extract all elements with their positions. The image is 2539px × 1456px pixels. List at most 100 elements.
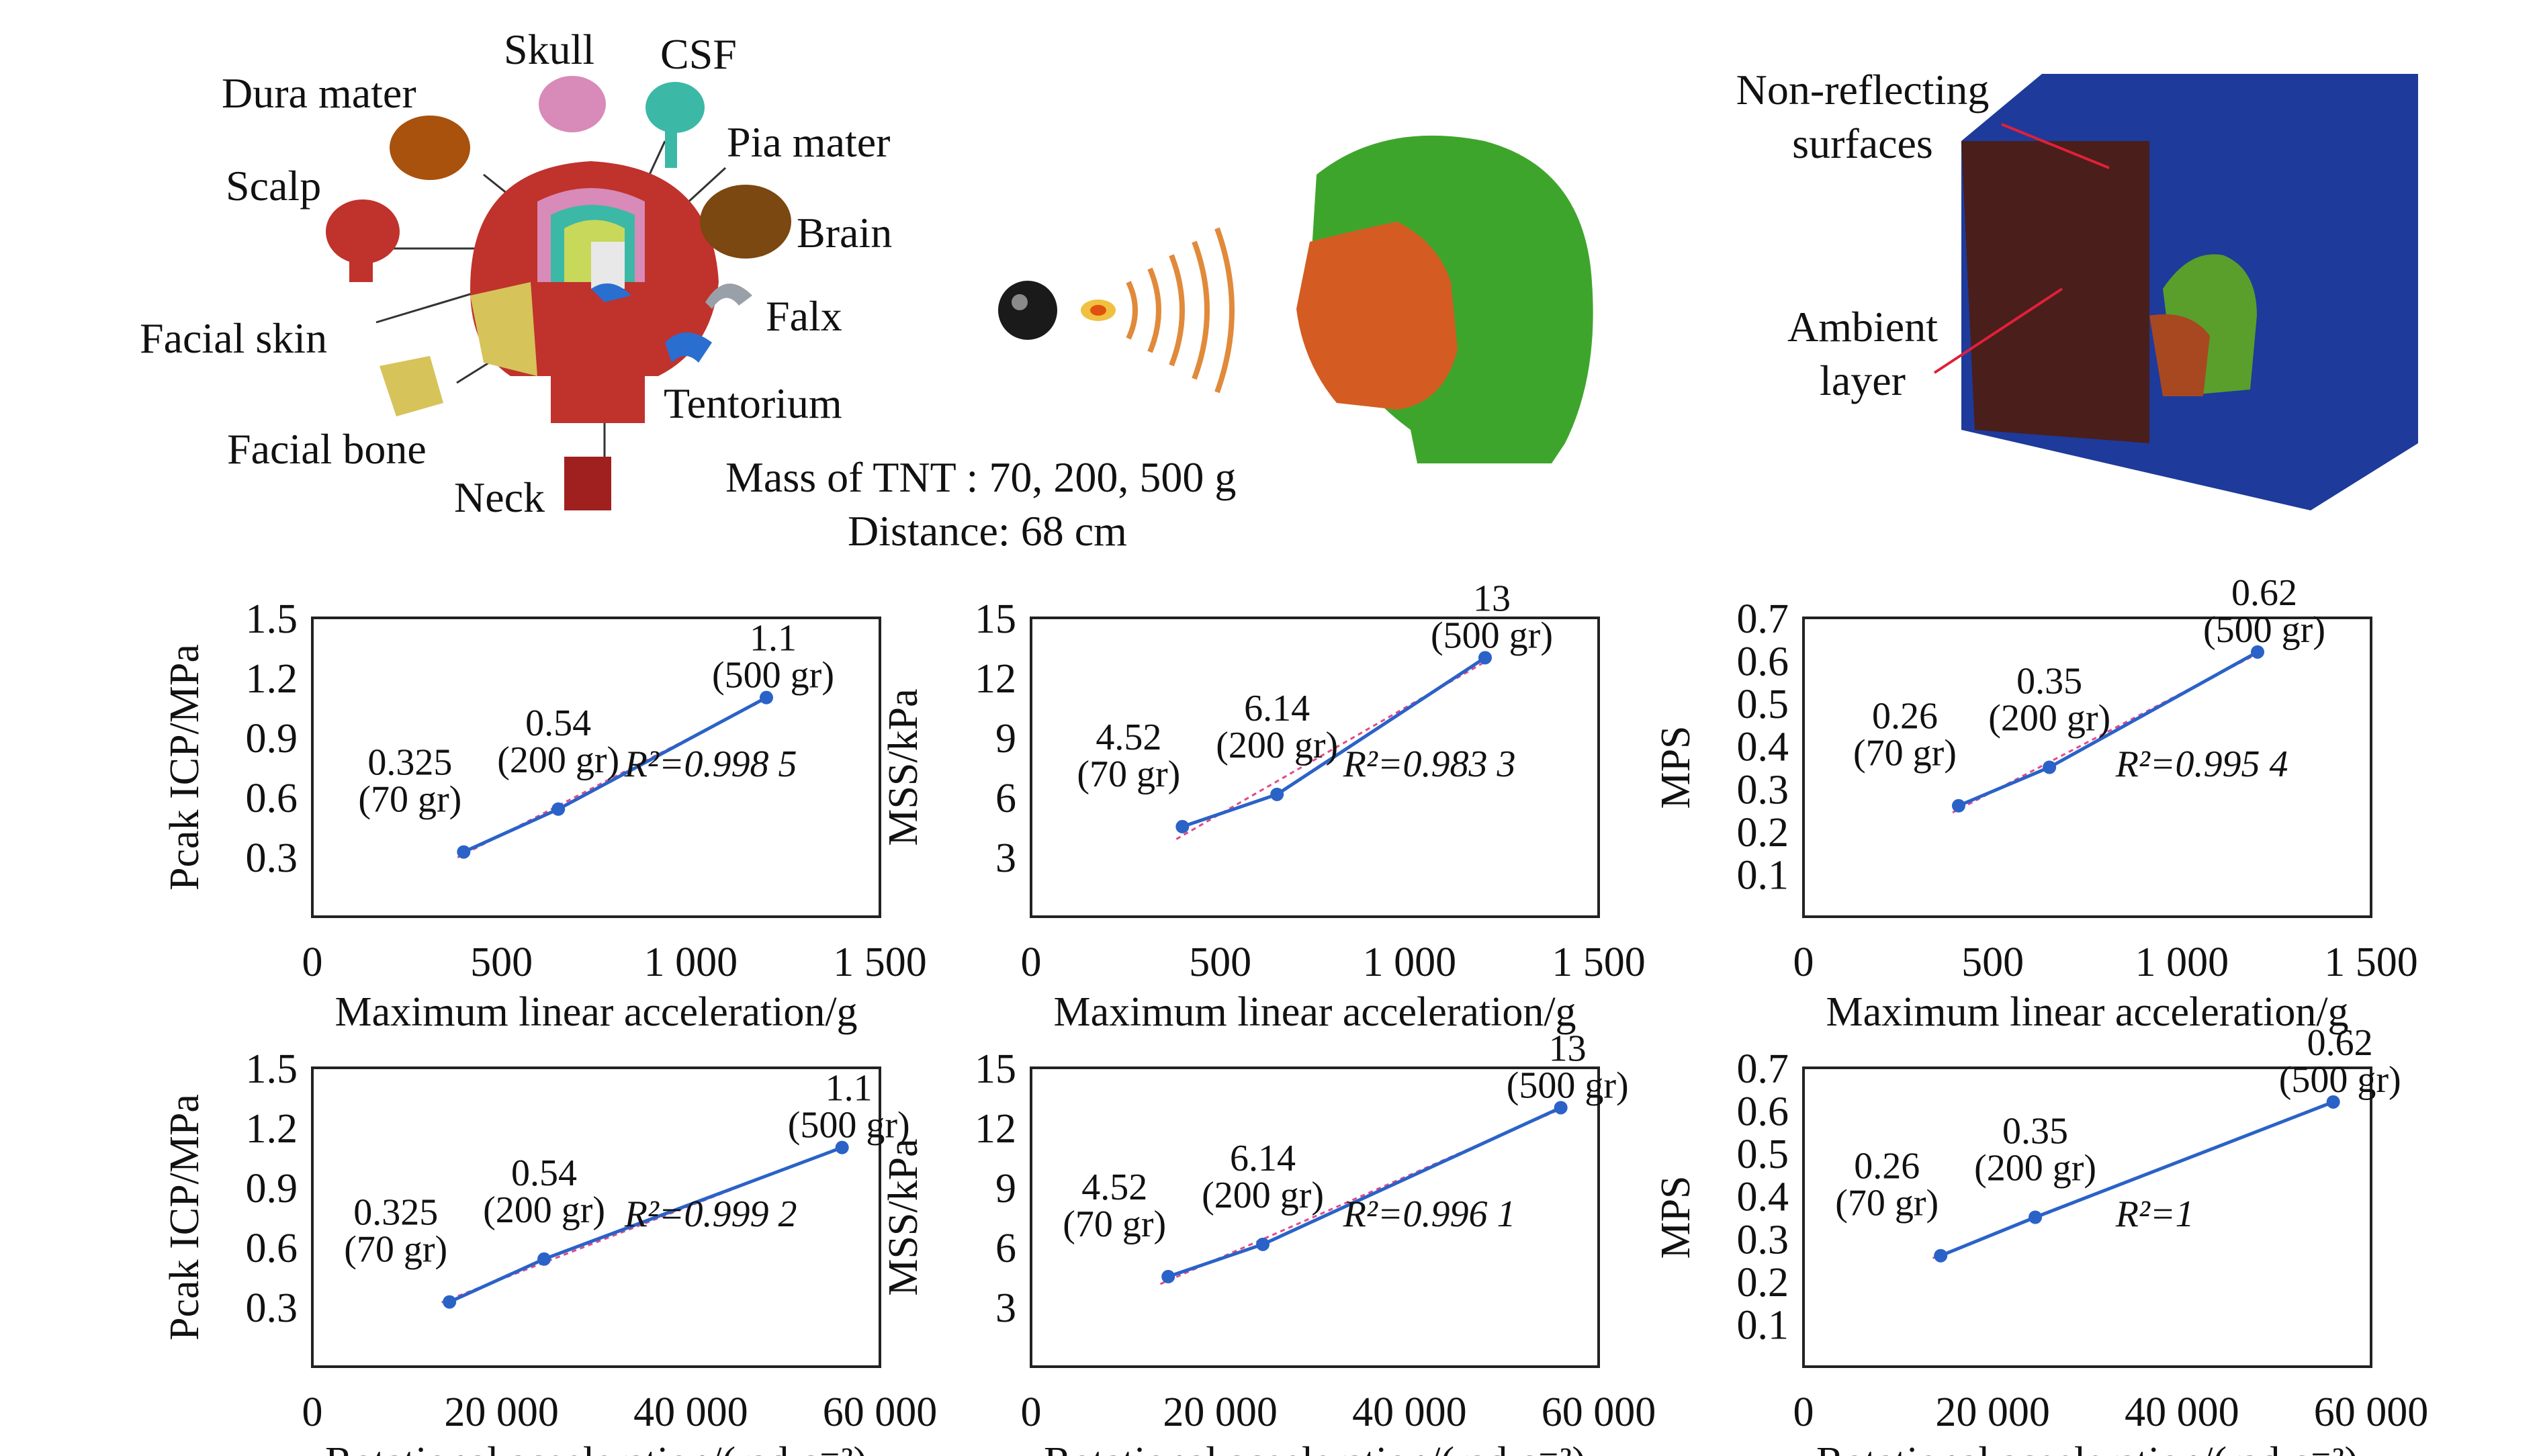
point-value-label: 6.14 <box>1230 1138 1296 1179</box>
y-axis-label: Pcak ICP/MPa <box>162 644 208 891</box>
y-tick-label: 0.1 <box>1737 1302 1789 1348</box>
y-axis-label: MPS <box>1653 725 1699 809</box>
data-point <box>443 1295 457 1309</box>
point-mass-label: (500 gr) <box>2203 609 2325 651</box>
y-tick-label: 0.6 <box>1737 639 1789 685</box>
point-mass-label: (200 gr) <box>1988 698 2110 739</box>
y-tick-label: 0.3 <box>1737 767 1789 813</box>
tentorium-thumbnail <box>665 332 712 363</box>
plot-frame <box>311 617 881 918</box>
pointer-non-reflecting <box>2001 123 2110 169</box>
point-value-label: 0.26 <box>1854 1146 1920 1187</box>
y-tick-label: 1.2 <box>246 656 298 702</box>
y-tick-label: 0.1 <box>1737 852 1789 898</box>
point-mass-label: (70 gr) <box>1063 1203 1166 1245</box>
y-tick-label: 0.4 <box>1737 1175 1789 1220</box>
x-tick-label: 500 <box>1189 940 1251 985</box>
point-mass-label: (70 gr) <box>358 779 461 821</box>
point-value-label: 0.26 <box>1872 696 1938 737</box>
point-value-label: 0.54 <box>525 702 591 744</box>
x-tick-label: 60 000 <box>2314 1390 2429 1435</box>
data-point <box>2326 1095 2340 1109</box>
x-tick-label: 40 000 <box>2125 1390 2239 1435</box>
point-mass-label: (500 gr) <box>1431 615 1553 656</box>
point-mass-label: (70 gr) <box>1853 733 1957 774</box>
label-tentorium: Tentorium <box>664 379 842 427</box>
y-tick-label: 0.6 <box>1737 1089 1789 1135</box>
x-axis-label: Maximum linear acceleration/g <box>335 989 857 1035</box>
y-axis-label: Pcak ICP/MPa <box>162 1094 208 1340</box>
x-tick-label: 20 000 <box>444 1390 559 1435</box>
y-tick-label: 9 <box>995 716 1016 762</box>
trendline <box>1175 661 1486 840</box>
r-squared-label: R²=0.995 4 <box>2115 743 2288 785</box>
x-axis-label: Rotational aceeleration/(rad·s⁻²) <box>325 1439 867 1456</box>
point-value-label: 1.1 <box>750 618 797 659</box>
chart-5: 3 6 9 12 15 0 20 000 40 000 60 000 Rotational ace… <box>881 1028 1656 1456</box>
x-tick-label: 0 <box>1793 1390 1814 1435</box>
skull-thumbnail <box>539 76 606 132</box>
head-neck-base <box>551 376 645 423</box>
point-mass-label: (70 gr) <box>1077 754 1180 795</box>
tnt-charge-highlight <box>1012 294 1028 310</box>
y-tick-label: 0.5 <box>1737 682 1789 727</box>
x-tick-label: 0 <box>302 1390 323 1435</box>
point-value-label: 4.52 <box>1096 717 1161 758</box>
head-facial-bone <box>470 282 537 376</box>
scalp-thumbnail-neck <box>349 255 373 282</box>
point-value-label: 13 <box>1549 1028 1587 1069</box>
x-tick-label: 0 <box>1021 940 1042 985</box>
data-point <box>2251 645 2264 659</box>
blast-head-face <box>1296 222 1458 410</box>
point-mass-label: (200 gr) <box>1974 1148 2096 1189</box>
x-tick-label: 500 <box>1961 940 2024 985</box>
chart-4: 0.3 0.6 0.9 1.2 1.5 0 20 000 40 000 60 000 Rotati… <box>162 1046 937 1456</box>
label-dura-mater: Dura mater <box>222 69 416 117</box>
plot-frame <box>1802 1066 2372 1368</box>
head-tentorium <box>591 283 631 302</box>
y-tick-label: 12 <box>975 1106 1016 1152</box>
label-falx: Falx <box>766 292 842 340</box>
chart-3: 0.10.20.30.40.50.60.7 0 500 1 000 1 500Maxim… <box>1653 572 2418 1035</box>
x-axis-label: Maximum linear acceleration/g <box>1826 989 2348 1035</box>
y-tick-label: 0.7 <box>1737 1046 1789 1092</box>
data-point <box>1554 1101 1568 1115</box>
label-ambient: Ambient <box>1787 303 1938 351</box>
point-mass-label: (200 gr) <box>1216 725 1338 766</box>
label-facial-bone: Facial bone <box>227 425 427 473</box>
point-mass-label: (200 gr) <box>483 1189 605 1231</box>
y-tick-label: 0.2 <box>1737 1260 1789 1306</box>
x-tick-label: 500 <box>470 940 533 985</box>
data-point <box>1256 1237 1270 1251</box>
y-tick-label: 0.3 <box>246 1285 298 1331</box>
point-mass-label: (70 gr) <box>344 1229 447 1271</box>
head-model-panel: Skull CSF Dura mater Pia mater Scalp Bra… <box>140 26 892 521</box>
y-tick-label: 6 <box>995 1226 1016 1271</box>
r-squared-label: R²=0.998 5 <box>624 743 797 785</box>
r-squared-label: R²=0.999 2 <box>624 1193 797 1235</box>
label-layer: layer <box>1820 357 1906 404</box>
x-tick-label: 20 000 <box>1935 1390 2050 1435</box>
x-tick-label: 1 500 <box>2324 940 2418 985</box>
x-axis-label: Rotational aceeleration/(rad·s⁻²) <box>1816 1439 2358 1456</box>
y-axis-label: MPS <box>1653 1175 1699 1259</box>
y-tick-label: 9 <box>995 1166 1016 1212</box>
point-value-label: 0.35 <box>2002 1111 2068 1152</box>
point-value-label: 0.62 <box>2307 1022 2373 1064</box>
point-value-label: 0.325 <box>367 742 452 784</box>
y-axis-label: MSS/kPa <box>881 1138 926 1295</box>
data-point <box>835 1140 849 1154</box>
y-tick-label: 0.6 <box>246 776 298 821</box>
label-non-reflecting: Non-reflecting <box>1736 66 1990 113</box>
point-value-label: 0.325 <box>353 1192 438 1234</box>
x-tick-label: 40 000 <box>633 1390 748 1435</box>
point-mass-label: (500 gr) <box>788 1105 910 1146</box>
point-value-label: 6.14 <box>1244 688 1310 729</box>
point-value-label: 13 <box>1473 578 1511 619</box>
point-value-label: 0.62 <box>2231 572 2297 614</box>
dura-mater-thumbnail <box>390 116 470 180</box>
y-tick-label: 1.5 <box>246 596 298 642</box>
y-tick-label: 1.2 <box>246 1106 298 1152</box>
